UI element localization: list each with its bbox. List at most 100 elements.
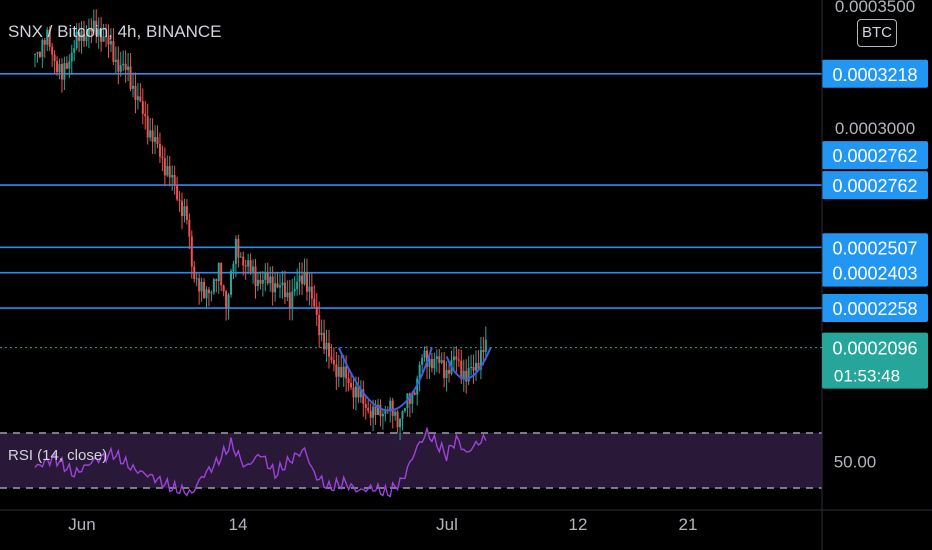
- candle-body[interactable]: [325, 342, 328, 350]
- candle-body[interactable]: [298, 275, 301, 282]
- candle-body[interactable]: [460, 360, 463, 380]
- candle-body[interactable]: [34, 53, 36, 55]
- candle-body[interactable]: [274, 283, 277, 293]
- candle-body[interactable]: [132, 85, 134, 89]
- candle-body[interactable]: [38, 52, 41, 57]
- candle-body[interactable]: [320, 332, 323, 336]
- candle-body[interactable]: [48, 29, 51, 47]
- candle-body[interactable]: [364, 403, 367, 409]
- candle-body[interactable]: [215, 279, 218, 281]
- candle-body[interactable]: [146, 116, 149, 138]
- candle-body[interactable]: [472, 366, 475, 371]
- candle-body[interactable]: [452, 356, 455, 361]
- candle-body[interactable]: [342, 366, 345, 378]
- level-price-tag[interactable]: [822, 141, 928, 170]
- candle-body[interactable]: [92, 20, 95, 32]
- candle-body[interactable]: [90, 29, 93, 32]
- candle-body[interactable]: [151, 130, 154, 142]
- candle-body[interactable]: [102, 36, 105, 42]
- candle-body[interactable]: [354, 386, 357, 398]
- candle-body[interactable]: [161, 156, 164, 159]
- handle-curve[interactable]: [445, 347, 492, 380]
- candle-body[interactable]: [301, 275, 304, 285]
- candle-body[interactable]: [377, 404, 379, 415]
- candle-body[interactable]: [193, 266, 196, 280]
- candle-body[interactable]: [340, 366, 343, 378]
- candle-body[interactable]: [308, 286, 311, 292]
- candle-body[interactable]: [256, 279, 259, 286]
- candle-body[interactable]: [78, 31, 81, 41]
- candle-body[interactable]: [337, 366, 340, 377]
- cup-curve[interactable]: [337, 347, 433, 412]
- candle-body[interactable]: [372, 406, 375, 418]
- candle-body[interactable]: [112, 41, 115, 63]
- candle-body[interactable]: [181, 200, 183, 217]
- candle-body[interactable]: [413, 392, 416, 395]
- candle-body[interactable]: [232, 263, 235, 272]
- candle-body[interactable]: [247, 260, 250, 267]
- candle-body[interactable]: [286, 292, 289, 298]
- candle-body[interactable]: [166, 166, 169, 176]
- candle-body[interactable]: [318, 314, 321, 336]
- candle-body[interactable]: [369, 410, 372, 418]
- candle-body[interactable]: [345, 366, 348, 379]
- candle-body[interactable]: [63, 63, 66, 80]
- candle-body[interactable]: [200, 281, 203, 292]
- level-price-tag[interactable]: [822, 233, 928, 262]
- candle-body[interactable]: [435, 356, 438, 360]
- candle-body[interactable]: [445, 369, 448, 379]
- candle-body[interactable]: [484, 339, 487, 352]
- candle-body[interactable]: [53, 54, 56, 62]
- level-price-tag[interactable]: [822, 171, 928, 200]
- candle-body[interactable]: [122, 63, 125, 66]
- candle-body[interactable]: [335, 364, 338, 377]
- candle-body[interactable]: [288, 292, 291, 309]
- candle-body[interactable]: [477, 362, 480, 370]
- candle-body[interactable]: [87, 29, 90, 36]
- candle-body[interactable]: [119, 65, 122, 72]
- candle-body[interactable]: [330, 356, 333, 360]
- candle-body[interactable]: [291, 291, 294, 309]
- candle-body[interactable]: [139, 96, 142, 102]
- candle-body[interactable]: [367, 408, 370, 411]
- candle-body[interactable]: [136, 96, 139, 100]
- candle-body[interactable]: [261, 279, 264, 284]
- candle-body[interactable]: [296, 281, 299, 290]
- candle-body[interactable]: [158, 143, 161, 157]
- candle-body[interactable]: [328, 342, 330, 357]
- candle-body[interactable]: [254, 266, 257, 286]
- candle-body[interactable]: [305, 271, 308, 292]
- candle-body[interactable]: [352, 387, 355, 398]
- candle-body[interactable]: [129, 66, 132, 89]
- candle-body[interactable]: [323, 332, 326, 350]
- candle-body[interactable]: [141, 101, 144, 114]
- candle-body[interactable]: [100, 29, 103, 42]
- candle-body[interactable]: [440, 360, 443, 363]
- candle-body[interactable]: [212, 279, 215, 293]
- candle-body[interactable]: [239, 256, 242, 258]
- candle-body[interactable]: [198, 278, 201, 292]
- candle-body[interactable]: [73, 48, 76, 53]
- candle-body[interactable]: [374, 406, 377, 415]
- candle-body[interactable]: [313, 298, 316, 307]
- candle-body[interactable]: [482, 349, 485, 352]
- candle-body[interactable]: [332, 359, 335, 365]
- candle-body[interactable]: [252, 266, 255, 272]
- candle-body[interactable]: [249, 260, 252, 272]
- candle-body[interactable]: [83, 30, 85, 42]
- candle-body[interactable]: [127, 66, 130, 70]
- candle-body[interactable]: [178, 199, 181, 201]
- candle-body[interactable]: [117, 59, 120, 72]
- candle-body[interactable]: [359, 389, 362, 398]
- level-price-tag[interactable]: [822, 294, 928, 323]
- candle-body[interactable]: [418, 364, 421, 379]
- candle-body[interactable]: [244, 265, 247, 267]
- candle-body[interactable]: [230, 271, 232, 295]
- candle-body[interactable]: [60, 64, 63, 80]
- currency-badge[interactable]: BTC: [857, 19, 897, 47]
- candle-body[interactable]: [426, 350, 428, 367]
- candle-body[interactable]: [384, 410, 387, 414]
- candle-body[interactable]: [281, 282, 284, 286]
- last-price-tag[interactable]: [822, 332, 928, 389]
